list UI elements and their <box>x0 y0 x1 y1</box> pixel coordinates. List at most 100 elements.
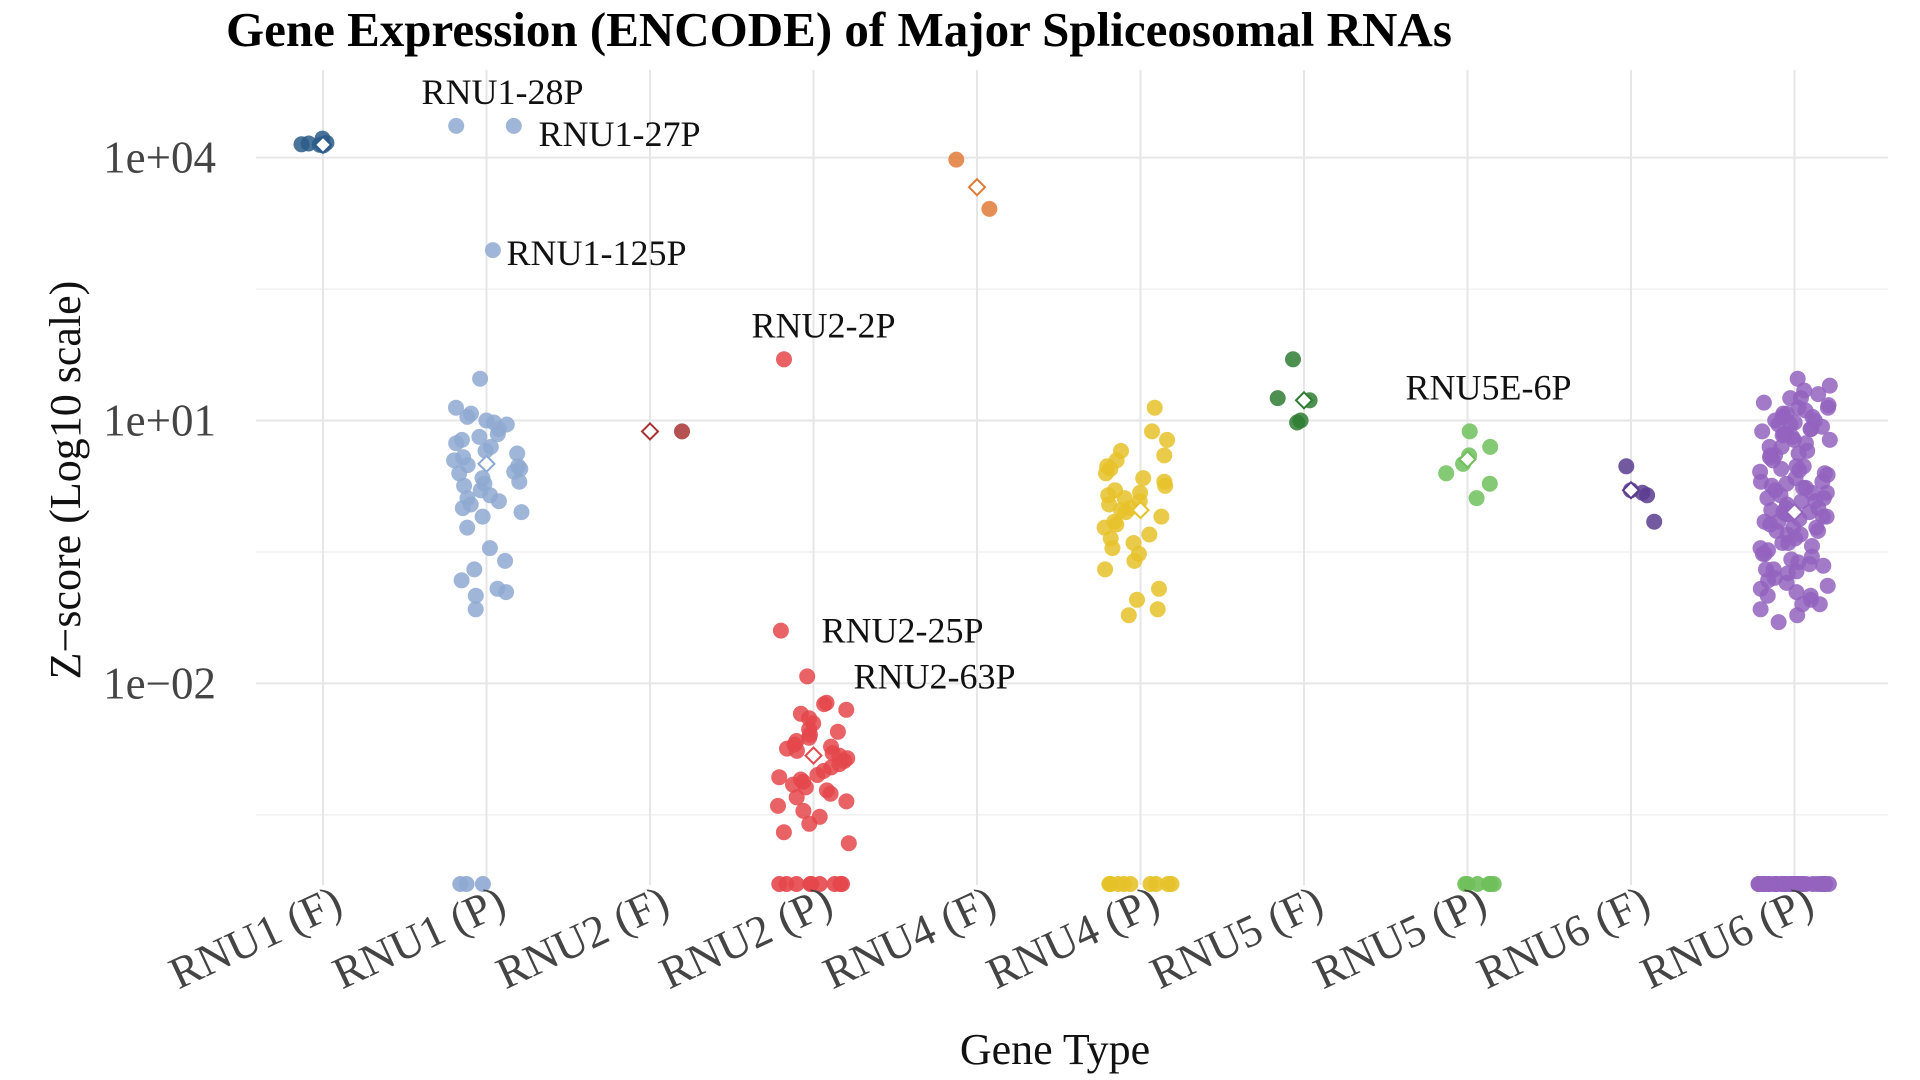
data-point-zero <box>771 876 788 892</box>
data-point <box>1801 556 1818 573</box>
data-point <box>1129 591 1145 608</box>
y-axis-title: Z−score (Log10 scale) <box>41 281 90 680</box>
annotation-label: RNU1-28P <box>422 72 584 112</box>
mean-marker <box>477 454 496 474</box>
data-point <box>1101 496 1118 513</box>
data-point <box>1815 557 1832 574</box>
data-point <box>446 452 463 469</box>
data-point <box>481 540 498 557</box>
grid <box>256 70 1888 885</box>
data-point <box>1461 423 1478 440</box>
data-point <box>1269 390 1286 407</box>
data-point <box>1289 414 1306 431</box>
x-axis-title: Gene Type <box>960 1025 1150 1074</box>
mean-marker <box>1785 502 1804 522</box>
data-point <box>1773 438 1790 455</box>
data-point <box>459 490 476 507</box>
data-point <box>1618 458 1635 475</box>
data-point <box>1792 390 1809 407</box>
data-point <box>471 428 488 445</box>
data-point <box>840 835 857 852</box>
data-point <box>948 151 965 168</box>
data-point <box>1468 490 1485 507</box>
data-point <box>1755 394 1772 411</box>
x-tick-label: RNU4 (F) <box>816 876 1004 999</box>
data-point <box>1752 601 1769 618</box>
data-point <box>788 789 805 806</box>
data-point-zero <box>1122 876 1139 892</box>
data-point <box>1810 522 1826 539</box>
data-point-zero <box>1750 876 1767 892</box>
data-point-zero <box>458 876 475 892</box>
annotation-label: RNU1-27P <box>539 114 701 154</box>
data-point <box>1818 508 1835 525</box>
data-point <box>1773 460 1790 477</box>
data-point <box>1770 614 1787 631</box>
data-point <box>1819 577 1836 594</box>
data-point <box>1763 502 1780 519</box>
data-point <box>1820 399 1836 416</box>
data-point-zero <box>1798 876 1815 892</box>
chart-title: Gene Expression (ENCODE) of Major Splice… <box>226 2 1452 57</box>
data-point <box>1117 504 1134 521</box>
data-point <box>477 442 494 459</box>
data-point <box>1126 552 1143 569</box>
data-point <box>1438 465 1455 482</box>
data-point <box>448 117 465 134</box>
data-point <box>476 475 493 492</box>
data-point <box>1098 465 1114 482</box>
x-tick-label: RNU1 (P) <box>325 876 513 999</box>
data-point <box>1794 596 1811 613</box>
data-point <box>816 696 833 713</box>
data-point <box>775 824 792 841</box>
mean-marker <box>804 746 823 765</box>
data-point <box>1791 462 1808 479</box>
x-tick-label: RNU6 (P) <box>1633 876 1821 999</box>
data-point <box>1146 399 1163 416</box>
data-point <box>1156 447 1173 464</box>
data-point <box>505 117 522 134</box>
data-point <box>1135 470 1152 487</box>
mean-marker <box>1458 449 1477 469</box>
data-point <box>822 785 839 802</box>
mean-markers <box>313 135 1804 765</box>
annotation-label: RNU2-2P <box>752 305 896 345</box>
data-point <box>1285 351 1301 368</box>
data-point <box>674 423 690 440</box>
data-point-zero <box>1783 876 1800 892</box>
data-point <box>770 797 786 814</box>
data-point-zero <box>1142 876 1159 892</box>
data-point <box>467 587 484 604</box>
x-axis-ticks: RNU1 (F)RNU1 (P)RNU2 (F)RNU2 (P)RNU4 (F)… <box>162 876 1821 999</box>
data-point <box>1157 477 1174 494</box>
data-point <box>1760 572 1777 589</box>
data-point-zero <box>1481 876 1498 892</box>
data-point <box>513 504 530 521</box>
y-axis-ticks: 1e+04 1e+01 1e−02 <box>103 133 216 709</box>
data-point-zero <box>788 876 805 892</box>
data-point <box>448 435 465 452</box>
annotation-label: RNU2-25P <box>822 611 984 651</box>
data-point <box>1153 508 1170 525</box>
x-tick-label: RNU1 (F) <box>162 876 350 999</box>
data-point <box>456 477 473 494</box>
data-point <box>795 802 812 819</box>
data-point <box>453 572 470 589</box>
data-point <box>1646 513 1663 530</box>
x-tick-label: RNU4 (P) <box>979 876 1167 999</box>
data-point <box>474 508 491 525</box>
data-point <box>506 463 523 480</box>
data-point <box>1795 479 1812 496</box>
data-point <box>1754 423 1771 440</box>
data-point <box>1759 587 1776 604</box>
data-point <box>466 561 483 578</box>
mean-marker <box>967 177 987 197</box>
data-point <box>467 601 484 618</box>
data-point-zero <box>1820 876 1837 892</box>
data-point <box>1097 561 1114 578</box>
data-point <box>1790 445 1807 462</box>
mean-marker <box>640 422 660 441</box>
data-point <box>1159 431 1176 448</box>
data-point <box>801 815 818 832</box>
data-point <box>1792 526 1809 543</box>
